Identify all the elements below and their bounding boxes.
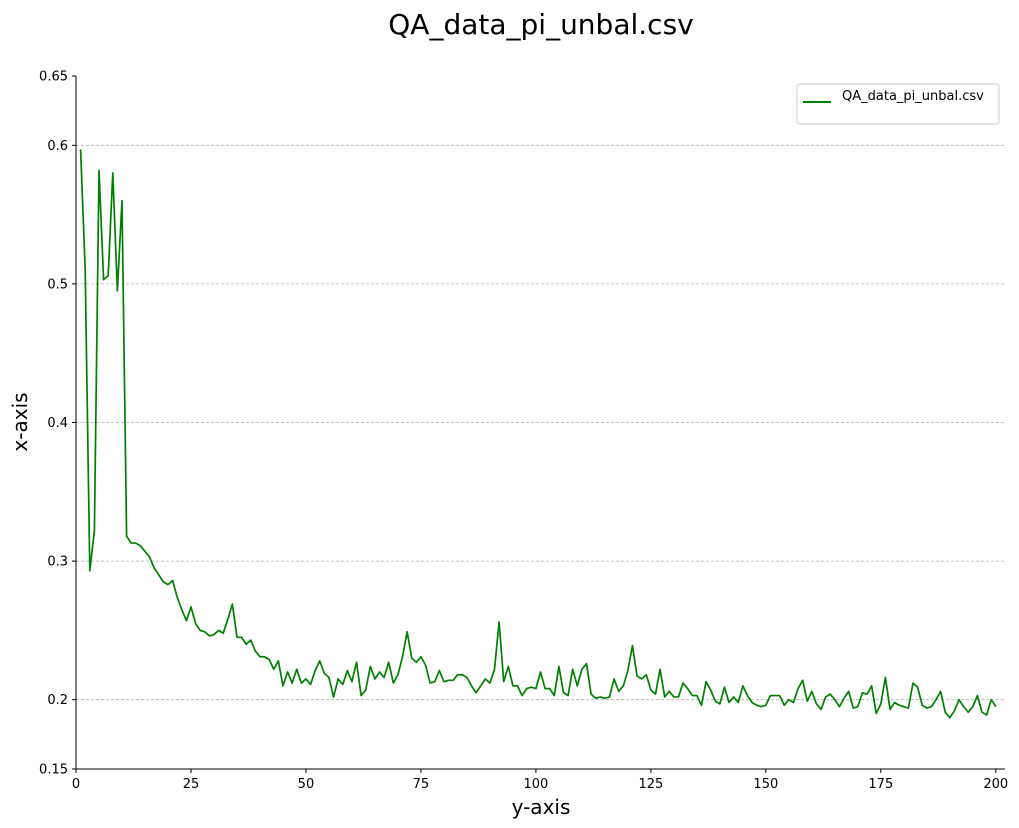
x-tick-label-5: 125 bbox=[638, 777, 663, 792]
axes bbox=[75, 76, 1005, 770]
y-tick-label-6: 0.65 bbox=[39, 70, 68, 85]
y-tick-label-2: 0.3 bbox=[47, 555, 68, 570]
x-tick-label-2: 50 bbox=[298, 777, 315, 792]
grid-lines bbox=[76, 144, 1005, 701]
x-tick-label-0: 0 bbox=[72, 777, 80, 792]
x-tick-label-4: 100 bbox=[523, 777, 548, 792]
legend-entry-label: QA_data_pi_unbal.csv bbox=[842, 89, 984, 104]
x-tick-label-8: 200 bbox=[983, 777, 1008, 792]
x-tick-label-1: 25 bbox=[183, 777, 200, 792]
y-tick-label-5: 0.6 bbox=[47, 139, 68, 154]
x-tick-label-7: 175 bbox=[868, 777, 893, 792]
y-axis-label: x-axis bbox=[8, 392, 32, 451]
tick-marks: 0.15 0.2 0.3 0.4 0.5 0.6 0.65 0 25 50 75 100 125 150 1… bbox=[39, 70, 1008, 793]
y-tick-label-3: 0.4 bbox=[47, 416, 68, 431]
y-tick-label-0: 0.15 bbox=[39, 763, 68, 778]
x-axis-label: y-axis bbox=[512, 795, 571, 819]
series-layer bbox=[79, 149, 997, 719]
legend-box bbox=[796, 83, 1000, 125]
chart-title: QA_data_pi_unbal.csv bbox=[388, 8, 693, 41]
legend: QA_data_pi_unbal.csv bbox=[796, 83, 1000, 125]
x-tick-label-3: 75 bbox=[413, 777, 430, 792]
y-tick-label-1: 0.2 bbox=[47, 693, 68, 708]
y-tick-label-4: 0.5 bbox=[47, 277, 68, 292]
x-tick-label-6: 150 bbox=[753, 777, 778, 792]
series-line-0 bbox=[79, 149, 997, 719]
